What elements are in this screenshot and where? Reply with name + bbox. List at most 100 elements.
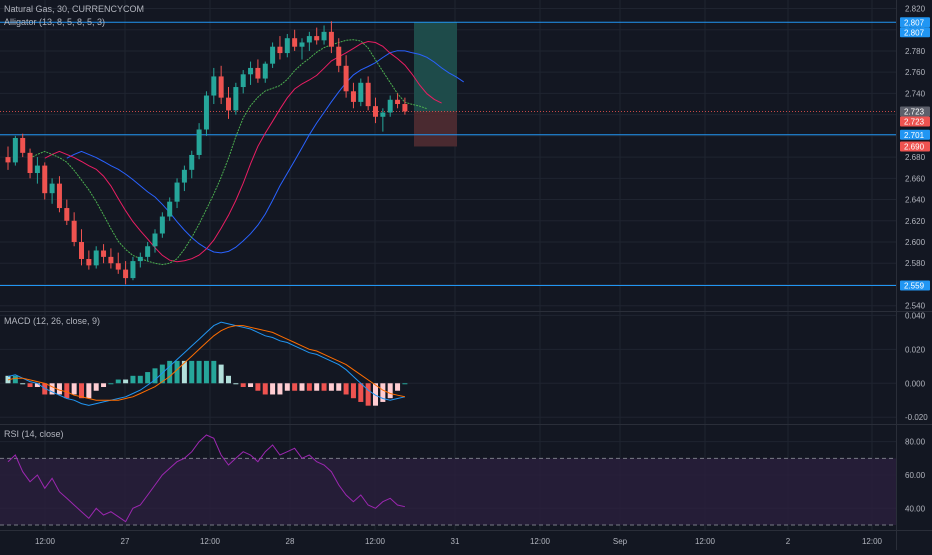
macd-histogram-bar <box>93 383 99 391</box>
macd-histogram-bar <box>34 383 40 388</box>
candle-body <box>152 233 158 247</box>
price-axis-tick: 2.740 <box>905 89 926 98</box>
macd-histogram-bar <box>79 383 84 399</box>
macd-histogram-bar <box>306 383 312 391</box>
rsi-line <box>7 434 406 523</box>
support-level-tag: 2.559 <box>900 280 930 291</box>
macd-histogram-bar <box>328 383 334 391</box>
time-axis-tick: 27 <box>121 537 130 546</box>
macd-histogram-bar <box>152 368 158 384</box>
last-price-tag-text: 2.723 <box>904 117 925 126</box>
candle-body <box>93 250 99 266</box>
level-mid-tag-bg <box>900 129 930 140</box>
candle-body <box>373 106 378 117</box>
macd-histogram-bar <box>387 383 393 399</box>
candle-body <box>395 99 401 105</box>
symbol-title[interactable]: Natural Gas, 30, CURRENCYCOM <box>4 4 145 14</box>
candle-body <box>159 216 165 234</box>
candle-body <box>240 74 246 88</box>
alligator-legend[interactable]: Alligator (13, 8, 5, 8, 5, 3) <box>4 17 106 27</box>
macd-histogram-bar <box>56 383 62 395</box>
candle-body <box>299 42 305 47</box>
macd-histogram-bar <box>159 364 165 384</box>
stop-loss-tag-text: 2.690 <box>904 142 925 151</box>
rsi-axis-tick: 80.00 <box>905 438 926 447</box>
candle-body <box>101 250 107 257</box>
candle-body <box>137 256 143 262</box>
candle-body <box>292 38 298 47</box>
take-profit-zone <box>414 22 457 112</box>
candle-body <box>86 258 92 266</box>
candle-body <box>343 65 349 92</box>
candle-body <box>233 87 239 111</box>
macd-histogram-bar <box>262 383 268 395</box>
macd-axis-tick: 0.000 <box>905 379 926 388</box>
candle-body <box>350 91 356 102</box>
time-axis-tick: 28 <box>286 537 295 546</box>
candle-body <box>203 95 209 130</box>
macd-axis-tick: -0.020 <box>905 413 928 422</box>
macd-histogram-bar <box>373 383 378 406</box>
time-axis-tick: 12:00 <box>365 537 386 546</box>
take-profit-tag-text: 2.807 <box>904 18 925 27</box>
macd-histogram-bar <box>343 383 349 395</box>
macd-histogram-bar <box>64 383 70 399</box>
macd-histogram-bar <box>284 383 290 391</box>
candle-body <box>181 169 187 183</box>
alligator-lips-line <box>29 39 428 266</box>
macd-histogram-bar <box>71 383 77 395</box>
price-axis-tick: 2.660 <box>905 174 926 183</box>
candle-body <box>314 36 320 41</box>
macd-histogram-bar <box>101 383 107 388</box>
stop-loss-zone <box>414 111 457 147</box>
rsi-legend[interactable]: RSI (14, close) <box>4 429 64 439</box>
candle-body <box>211 76 217 96</box>
level-mid-tag-text: 2.701 <box>904 131 925 140</box>
macd-legend[interactable]: MACD (12, 26, close, 9) <box>4 316 101 326</box>
last-price-tag-bg <box>900 116 930 127</box>
price-axis-tick: 2.820 <box>905 4 926 13</box>
candle-body <box>130 261 136 279</box>
candle-body <box>262 63 268 79</box>
candle-body <box>270 46 276 64</box>
signal-line <box>7 325 406 401</box>
macd-histogram-bar <box>145 372 151 384</box>
macd-histogram-bar <box>115 379 121 384</box>
macd-line <box>7 321 406 406</box>
candle-body <box>42 165 48 194</box>
take-profit-tag-bg <box>900 17 930 28</box>
current-price-tag: 2.723 <box>900 106 930 117</box>
candle-body <box>321 31 327 41</box>
price-axis-tick: 2.780 <box>905 47 926 56</box>
macd-axis-tick: 0.040 <box>905 311 926 320</box>
candle-body <box>380 112 386 117</box>
candle-body <box>226 97 231 111</box>
macd-histogram-bar <box>174 360 180 384</box>
last-price-tag: 2.723 <box>900 116 930 127</box>
macd-histogram-bar <box>49 383 55 395</box>
candle-body <box>189 154 195 170</box>
candle-body <box>255 67 261 79</box>
macd-histogram-bar <box>277 383 283 395</box>
candle-body <box>167 201 173 217</box>
macd-histogram-bar <box>292 383 298 391</box>
candle-body <box>27 152 33 174</box>
candle-body <box>284 38 290 54</box>
candle-body <box>336 46 342 66</box>
candle-body <box>248 67 254 75</box>
level-mid-tag: 2.701 <box>900 129 930 140</box>
candle-body <box>115 263 121 270</box>
alligator-teeth-line <box>44 40 442 263</box>
macd-histogram-bar <box>27 383 33 388</box>
candle-body <box>5 157 11 163</box>
macd-histogram-bar <box>365 383 371 406</box>
macd-histogram-bar <box>255 383 261 391</box>
macd-histogram-bar <box>380 383 386 402</box>
time-axis-tick: 12:00 <box>862 537 883 546</box>
time-axis-tick: 2 <box>786 537 791 546</box>
candle-body <box>277 46 283 54</box>
candle-body <box>108 256 114 264</box>
time-axis-tick: 12:00 <box>35 537 56 546</box>
